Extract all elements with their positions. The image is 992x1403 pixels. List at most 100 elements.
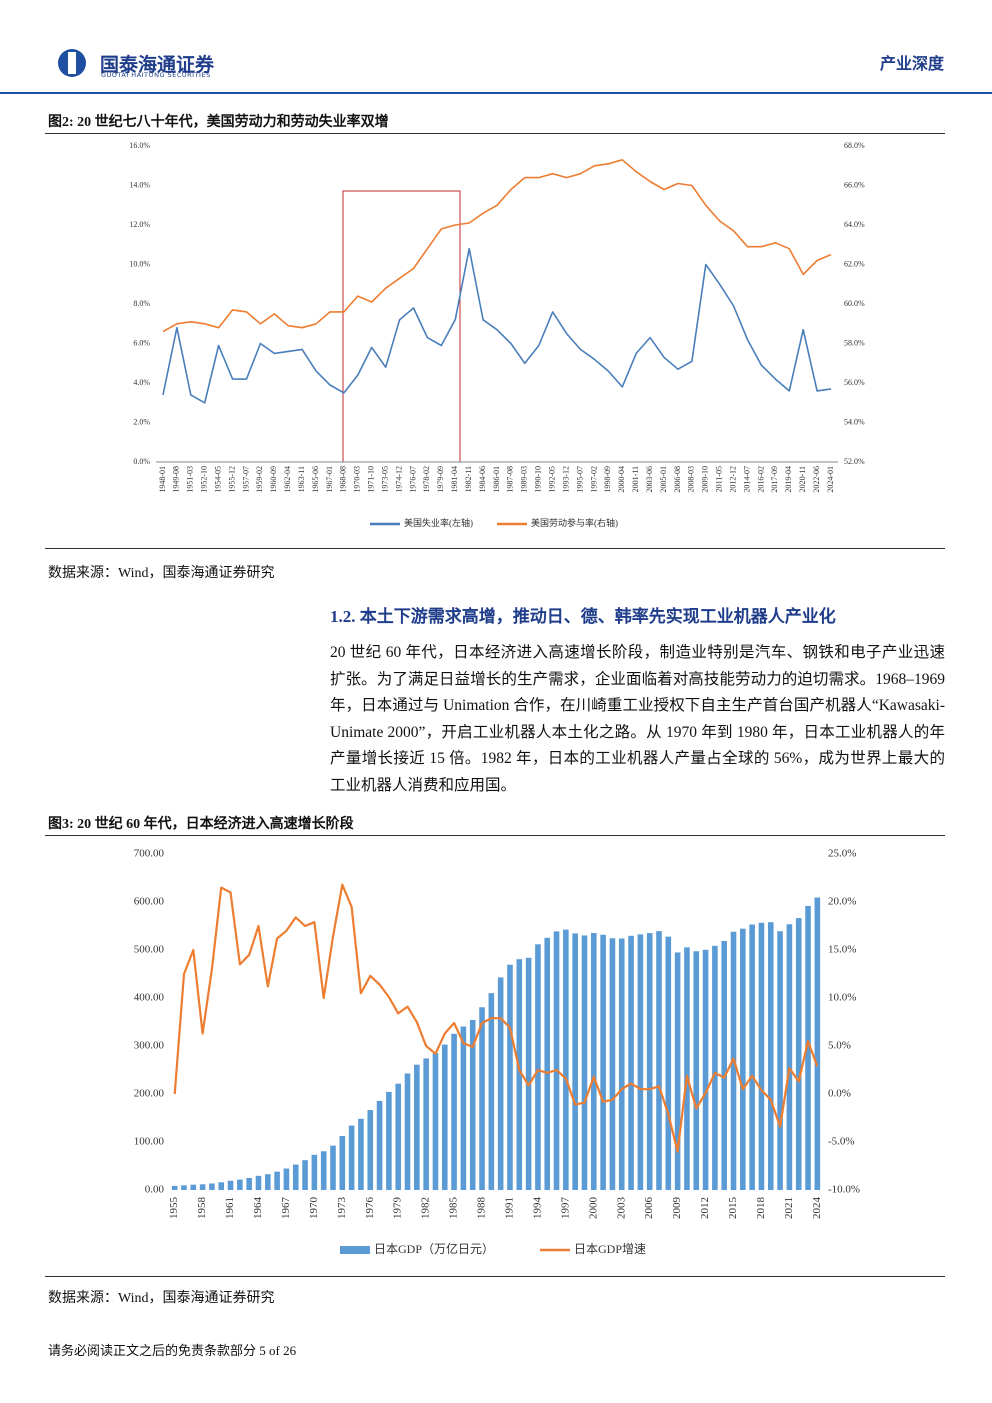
x-tick-label: 2020-11 <box>798 466 807 492</box>
bar <box>460 1026 467 1190</box>
bar <box>218 1182 225 1190</box>
bar <box>721 940 727 1190</box>
x-tick-label: 1974-12 <box>394 466 403 493</box>
bar <box>618 938 625 1190</box>
rule <box>45 548 945 549</box>
x-tick-label: 2009-10 <box>701 466 710 493</box>
y-tick-label: 400.00 <box>134 992 165 1004</box>
x-tick-label: 1964 <box>252 1197 264 1220</box>
x-tick-label: 1976-07 <box>408 466 417 493</box>
x-tick-label: 1951-03 <box>186 466 195 493</box>
x-tick-label: 1952-10 <box>200 466 209 493</box>
legend-label: 日本GDP增速 <box>574 1242 646 1256</box>
y-tick-label: 100.00 <box>134 1136 165 1148</box>
x-tick-label: 1982 <box>420 1197 432 1219</box>
y2-tick-label: 58.0% <box>844 338 865 347</box>
footer: 请务必阅读正文之后的免责条款部分 5 of 26 <box>48 1343 297 1358</box>
y2-tick-label: 5.0% <box>828 1040 851 1052</box>
header-rule <box>0 92 992 94</box>
x-tick-label: 1957-07 <box>241 466 250 493</box>
source: 数据来源：Wind，国泰海通证券研究 <box>48 1291 275 1306</box>
x-tick-label: 1988 <box>476 1197 488 1220</box>
x-tick-label: 1955 <box>168 1197 180 1220</box>
section-heading: 1.2. 本土下游需求高增，推动日、德、韩率先实现工业机器人产业化 <box>330 607 836 626</box>
bar <box>283 1168 290 1190</box>
x-tick-label: 1967 <box>280 1197 292 1220</box>
rule <box>45 1276 945 1277</box>
bar <box>311 1154 318 1190</box>
y2-tick-label: 68.0% <box>844 141 865 150</box>
bar <box>646 933 653 1190</box>
y-tick-label: 10.0% <box>129 259 150 268</box>
bar <box>777 931 783 1190</box>
y2-tick-label: 66.0% <box>844 180 865 189</box>
bar <box>441 1044 448 1190</box>
y-tick-label: 2.0% <box>133 417 150 426</box>
y-tick-label: 14.0% <box>129 180 150 189</box>
header-tag: 产业深度 <box>879 54 944 73</box>
y-tick-label: 6.0% <box>133 338 150 347</box>
y2-tick-label: 64.0% <box>844 220 865 229</box>
y-tick-label: 600.00 <box>134 896 165 908</box>
x-tick-label: 1994 <box>531 1197 543 1220</box>
x-tick-label: 1997-02 <box>589 466 598 493</box>
bar <box>581 935 588 1190</box>
paragraph: 20 世纪 60 年代，日本经济进入高速增长阶段，制造业特别是汽车、钢铁和电子产… <box>330 644 945 794</box>
x-tick-label: 1959-02 <box>255 466 264 493</box>
bar <box>600 934 606 1190</box>
bar <box>358 1118 364 1190</box>
x-tick-label: 1986-01 <box>492 466 501 493</box>
bar <box>199 1184 206 1190</box>
x-tick-label: 1967-01 <box>325 466 334 493</box>
y-tick-label: 0.00 <box>145 1184 165 1196</box>
x-tick-label: 1961 <box>224 1197 236 1219</box>
x-tick-label: 1973-05 <box>380 466 389 493</box>
x-tick-label: 1998-09 <box>603 466 612 493</box>
bar <box>227 1180 234 1190</box>
bar <box>348 1125 355 1190</box>
x-tick-label: 1995-07 <box>575 466 584 493</box>
bar <box>702 949 709 1190</box>
y2-tick-label: -5.0% <box>828 1136 855 1148</box>
bar <box>805 905 811 1190</box>
y-tick-label: 700.00 <box>134 848 165 860</box>
bar <box>497 977 504 1190</box>
highlight-box <box>342 190 461 463</box>
bar <box>749 924 755 1190</box>
rule <box>45 835 945 836</box>
bar <box>376 1100 383 1190</box>
y2-tick-label: 54.0% <box>844 417 865 426</box>
bar <box>525 957 532 1190</box>
logo-mark <box>68 52 76 74</box>
bar <box>469 1019 476 1190</box>
bar <box>274 1171 280 1190</box>
bar <box>693 951 700 1190</box>
y2-tick-label: 62.0% <box>844 259 865 268</box>
x-tick-label: 2011-05 <box>715 466 724 492</box>
x-tick-label: 2014-07 <box>742 466 751 493</box>
y2-tick-label: 56.0% <box>844 378 865 387</box>
x-tick-label: 2022-06 <box>812 466 821 493</box>
bar <box>404 1073 411 1190</box>
y2-tick-label: 0.0% <box>828 1088 851 1100</box>
bar <box>479 1007 485 1190</box>
y-tick-label: 4.0% <box>133 378 150 387</box>
x-tick-label: 1962-04 <box>283 466 292 493</box>
x-tick-label: 1960-09 <box>269 466 278 493</box>
bar <box>591 933 597 1190</box>
x-tick-label: 1968-08 <box>339 466 348 493</box>
bar <box>265 1174 271 1190</box>
x-tick-label: 1973 <box>336 1197 348 1220</box>
x-tick-label: 2024-01 <box>826 466 835 493</box>
x-tick-label: 1978-02 <box>422 466 431 493</box>
bar <box>451 1033 457 1190</box>
bar <box>572 933 578 1190</box>
y2-tick-label: 25.0% <box>828 848 856 860</box>
bar <box>339 1136 346 1190</box>
bar <box>367 1110 374 1190</box>
y-tick-label: 0.0% <box>133 457 150 466</box>
bar <box>507 964 513 1190</box>
legend-swatch <box>340 1246 370 1254</box>
x-tick-label: 2000 <box>587 1197 599 1220</box>
